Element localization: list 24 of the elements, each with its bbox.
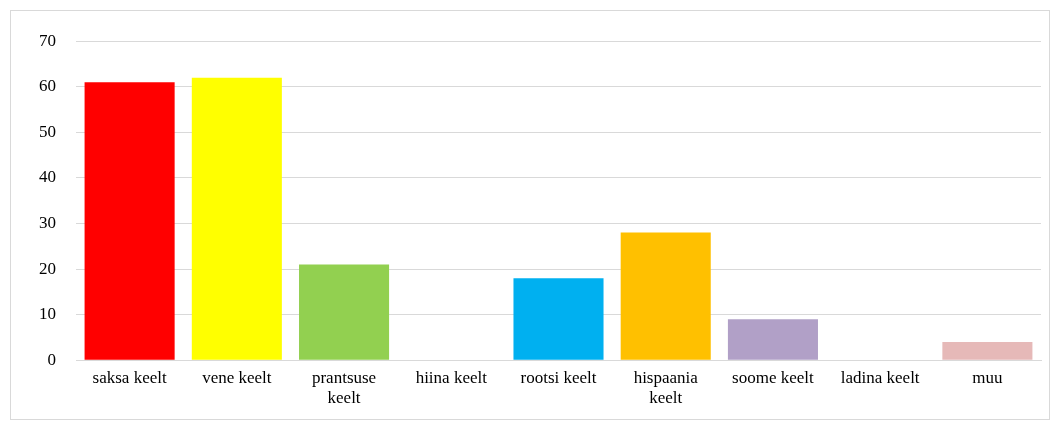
- x-tick-label: prantsuse keelt: [311, 367, 377, 408]
- x-tick-label: vene keelt: [202, 367, 272, 387]
- x-tick-label: saksa keelt: [92, 367, 167, 387]
- y-tick-label: 10: [39, 304, 56, 324]
- x-tick-label: soome keelt: [732, 367, 815, 387]
- y-tick-label: 60: [39, 76, 56, 96]
- y-tick-label: 70: [39, 30, 56, 50]
- bar: [513, 278, 604, 360]
- bar: [942, 341, 1033, 360]
- x-tick-label: muu: [972, 367, 1003, 387]
- x-tick-label: ladina keelt: [840, 367, 920, 387]
- x-tick-label: rootsi keelt: [520, 367, 597, 387]
- y-tick-label: 30: [39, 212, 56, 232]
- bar: [727, 319, 818, 360]
- y-tick-label: 40: [39, 167, 56, 187]
- x-tick-label: hiina keelt: [415, 367, 488, 387]
- bar: [299, 264, 390, 360]
- y-tick-label: 20: [39, 258, 56, 278]
- y-tick-label: 50: [39, 121, 56, 141]
- bar: [84, 82, 175, 360]
- bar: [620, 232, 711, 360]
- y-tick-label: 0: [47, 349, 56, 369]
- bar: [191, 77, 282, 360]
- x-tick-label: hispaania keelt: [633, 367, 699, 408]
